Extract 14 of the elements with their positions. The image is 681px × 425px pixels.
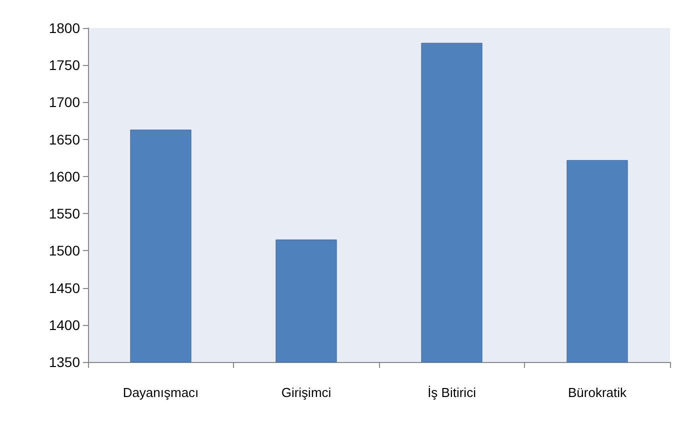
y-tick-label: 1600	[48, 168, 80, 184]
x-tick-label: İş Bitirici	[428, 385, 476, 400]
y-tick-label: 1500	[48, 242, 80, 259]
x-tick-label: Dayanışmacı	[122, 385, 199, 400]
y-tick-label: 1700	[48, 94, 80, 110]
y-tick-label: 1800	[48, 20, 80, 36]
y-tick-label: 1450	[48, 280, 80, 296]
x-tick-label: Bürokratik	[568, 385, 628, 400]
y-tick-label: 1350	[48, 354, 80, 370]
y-tick-label: 1400	[48, 316, 80, 333]
y-tick-label: 1650	[48, 131, 80, 148]
y-tick-label: 1550	[48, 206, 80, 222]
x-tick-label: Girişimci	[281, 385, 332, 400]
y-tick-label: 1750	[48, 57, 80, 74]
